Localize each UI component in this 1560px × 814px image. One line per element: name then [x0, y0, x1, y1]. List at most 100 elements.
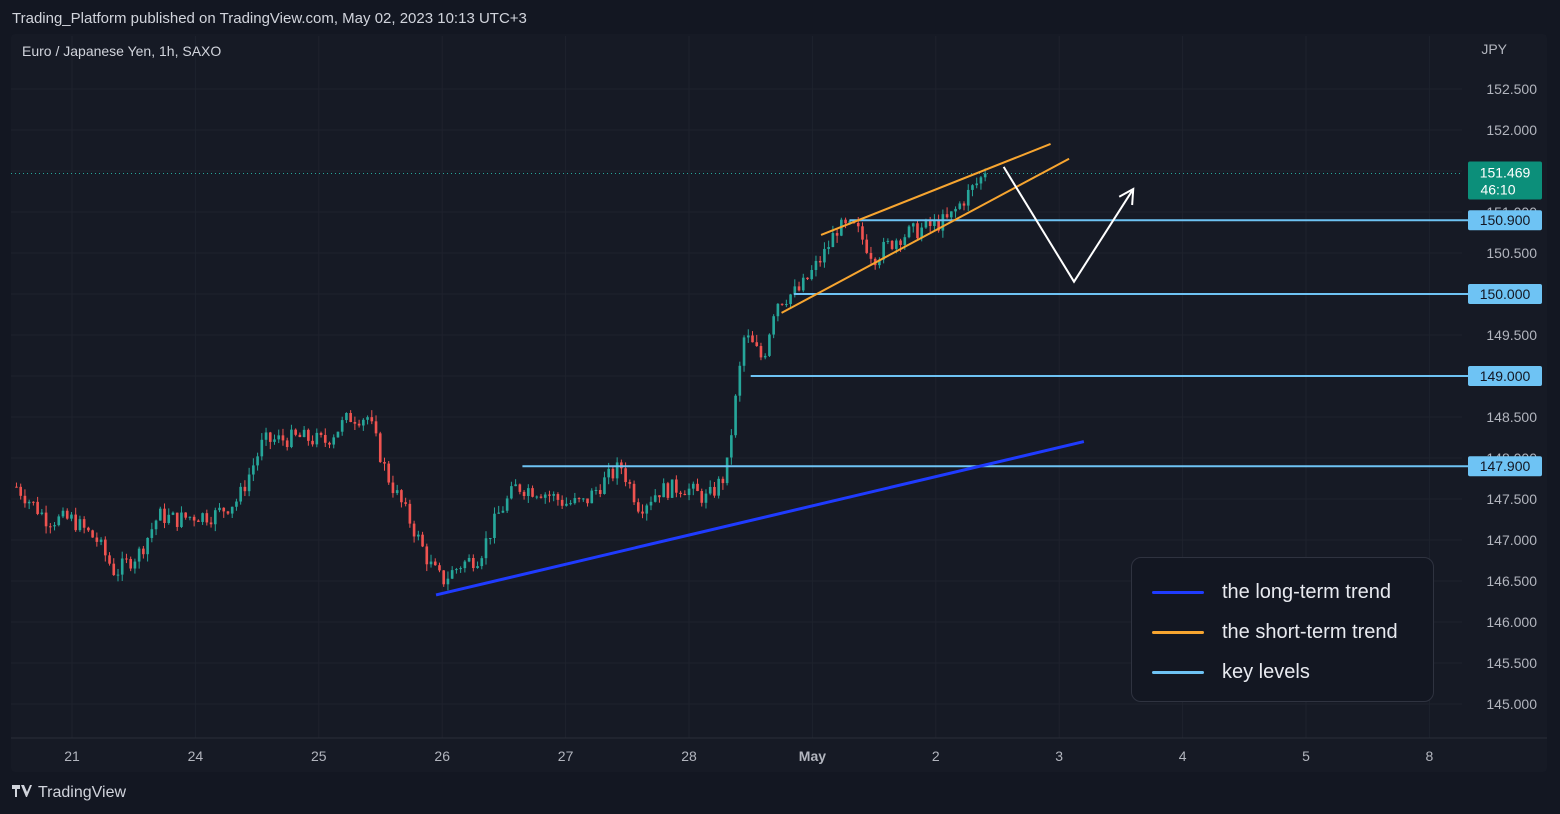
projection-arrowhead-icon [1118, 187, 1135, 206]
candle-up [882, 241, 885, 260]
candle-down [658, 495, 661, 498]
candle-down [945, 214, 949, 218]
y-tick-label: 147.000 [1486, 532, 1537, 548]
legend-label-long-trend: the long-term trend [1222, 580, 1391, 603]
candle-up [70, 514, 73, 519]
candle-up [450, 570, 454, 579]
candle-up [785, 304, 788, 306]
x-tick-label: 4 [1179, 748, 1187, 764]
candle-up [133, 561, 137, 569]
candle-down [442, 570, 446, 585]
candle-up [315, 432, 319, 445]
candle-up [725, 457, 729, 484]
candle-up [653, 495, 657, 502]
candle-down [861, 226, 864, 240]
candle-up [971, 185, 974, 190]
candle-down [112, 563, 116, 576]
candle-down [856, 222, 860, 227]
candle-up [763, 355, 767, 358]
candle-down [522, 491, 526, 496]
candle-up [776, 303, 780, 317]
candle-down [666, 483, 670, 498]
candle-up [480, 558, 484, 567]
projection-path[interactable] [1002, 166, 1135, 284]
candle-up [907, 226, 911, 238]
candle-up [99, 539, 103, 542]
candle-up [950, 211, 953, 218]
legend-item-long-trend: the long-term trend [1152, 580, 1391, 603]
candle-down [129, 558, 132, 569]
candle-up [535, 496, 539, 498]
candle-down [163, 508, 166, 523]
legend-swatch-short-trend [1152, 630, 1204, 634]
candle-down [32, 501, 35, 503]
candle-up [150, 529, 154, 538]
candle-down [91, 530, 94, 538]
candle-down [433, 561, 437, 566]
candle-down [755, 342, 759, 347]
candle-down [780, 303, 784, 305]
candle-down [400, 490, 403, 503]
candle-down [797, 286, 801, 291]
candle-down [222, 507, 226, 512]
candle-up [252, 465, 255, 475]
candle-down [357, 423, 361, 426]
candle-down [438, 565, 441, 571]
candle-up [218, 507, 221, 511]
candle-down [518, 484, 522, 492]
candle-down [869, 252, 873, 259]
candle-down [865, 239, 869, 253]
candle-up [213, 510, 217, 525]
candle-down [937, 220, 940, 231]
candle-up [772, 316, 775, 335]
key-level-price-label: 150.900 [1480, 212, 1531, 228]
symbol-title[interactable]: Euro / Japanese Yen, 1h, SAXO [22, 43, 222, 59]
candle-up [878, 259, 881, 266]
candle-up [895, 240, 898, 249]
candle-down [175, 512, 179, 527]
candle-up [167, 514, 171, 523]
candle-down [818, 260, 822, 263]
short-term-trendline-lower[interactable] [781, 157, 1070, 314]
candle-up [116, 574, 120, 576]
candle-up [581, 498, 585, 500]
candle-up [590, 490, 594, 504]
candle-down [472, 557, 475, 569]
key-level-price-tag [1468, 456, 1542, 477]
candle-up [734, 395, 737, 436]
short-term-trendline-upper[interactable] [820, 143, 1051, 236]
candle-up [738, 365, 742, 396]
candle-up [649, 501, 653, 506]
candle-up [455, 569, 458, 571]
tradingview-brand-text: TradingView [38, 784, 127, 801]
candle-up [543, 494, 547, 498]
candle-down [82, 519, 86, 528]
y-tick-label: 152.000 [1486, 122, 1537, 138]
candle-up [505, 498, 509, 511]
candle-down [404, 502, 407, 504]
candle-up [670, 479, 674, 498]
last-price-tag [1468, 161, 1542, 200]
key-level-price-tag [1468, 284, 1542, 304]
candle-up [730, 435, 733, 458]
candle-down [65, 510, 69, 519]
candle-down [696, 483, 699, 492]
candle-down [421, 534, 424, 547]
candle-down [268, 432, 272, 442]
candle-up [814, 260, 818, 270]
candle-up [366, 417, 369, 420]
candle-down [548, 494, 551, 496]
candle-up [57, 516, 61, 526]
candle-down [294, 429, 297, 435]
candle-down [226, 511, 230, 514]
candle-up [40, 512, 44, 514]
candle-down [192, 516, 196, 521]
candle-up [239, 486, 242, 502]
candle-down [751, 335, 754, 343]
long-term-trendline[interactable] [435, 440, 1085, 597]
y-tick-label: 146.500 [1486, 573, 1537, 589]
candle-up [362, 419, 365, 426]
tradingview-logo[interactable]: TradingView [12, 784, 126, 802]
candle-down [108, 555, 111, 564]
